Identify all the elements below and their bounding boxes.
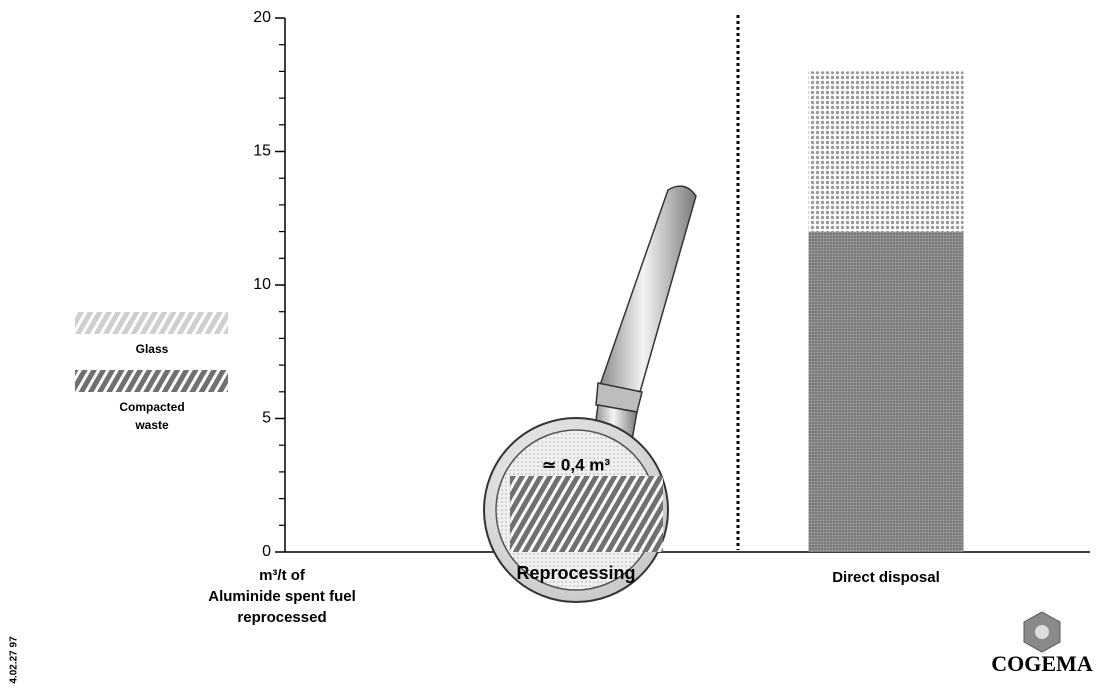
x-tick-label: Reprocessing <box>516 563 635 583</box>
logo: COGEMA <box>991 651 1093 676</box>
y-tick-label: 10 <box>253 276 271 293</box>
y-axis-label: reprocessed <box>237 609 326 626</box>
y-axis-label: m³/t of <box>259 567 306 584</box>
bar-segment <box>809 232 964 552</box>
chart: COGEMA 4.02.27 97 0 5 10 15 20 m³/t of Alumini… <box>0 0 1119 688</box>
magnified-bar <box>510 476 663 552</box>
legend-label: Glass <box>136 342 169 356</box>
y-tick-label: 20 <box>253 9 271 26</box>
legend-swatch <box>75 370 228 392</box>
bar-segment <box>809 71 964 231</box>
x-tick-label: Direct disposal <box>832 569 940 586</box>
legend-swatch <box>75 312 228 334</box>
side-note: 4.02.27 97 <box>9 636 20 684</box>
magnified-label: ≃ 0,4 m³ <box>542 455 610 474</box>
y-tick-label: 0 <box>262 543 271 560</box>
y-axis-label: Aluminide spent fuel <box>208 588 356 605</box>
y-tick-label: 15 <box>253 143 271 160</box>
y-tick-label: 5 <box>262 410 271 427</box>
logo-icon <box>1024 612 1060 652</box>
